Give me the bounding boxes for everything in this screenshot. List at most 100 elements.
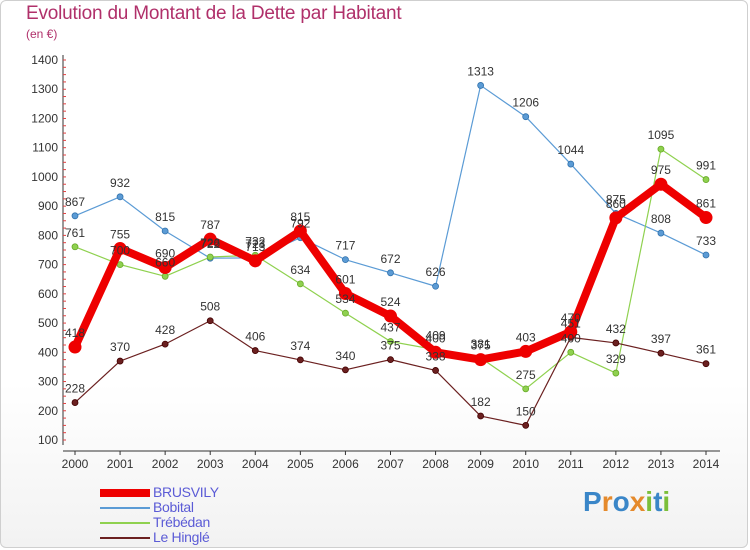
- y-tick-label: 1100: [32, 141, 58, 155]
- data-label-bobital: 792: [290, 217, 310, 231]
- data-label-brusvily: 400: [426, 331, 446, 345]
- legend-item: Trébédan: [100, 515, 340, 530]
- logo-letter: r: [601, 486, 613, 517]
- data-point-brusvily: [384, 309, 397, 323]
- data-label-le-hingl-: 508: [200, 300, 220, 314]
- legend-swatch: [100, 522, 150, 524]
- data-label-le-hingl-: 451: [561, 316, 581, 330]
- data-point-tr-b-dan: [657, 145, 665, 153]
- legend-label: BRUSVILY: [153, 484, 219, 500]
- data-point-brusvily: [609, 211, 623, 225]
- data-point-le-hingl-: [387, 356, 394, 364]
- data-label-tr-b-dan: 534: [335, 292, 355, 306]
- y-tick-label: 500: [38, 316, 58, 330]
- data-point-bobital: [657, 229, 665, 237]
- data-label-brusvily: 860: [606, 197, 626, 211]
- x-tick-label: 2013: [648, 457, 675, 471]
- data-label-bobital: 733: [696, 234, 716, 248]
- data-point-tr-b-dan: [342, 309, 349, 317]
- data-label-bobital: 722: [200, 237, 220, 251]
- data-point-tr-b-dan: [567, 348, 575, 356]
- y-tick-label: 200: [38, 404, 58, 418]
- data-point-brusvily: [338, 287, 352, 301]
- legend-label: Bobital: [153, 499, 194, 515]
- data-label-bobital: 808: [651, 212, 671, 226]
- data-point-tr-b-dan: [387, 338, 394, 345]
- data-label-brusvily: 375: [471, 339, 491, 353]
- x-tick-label: 2006: [332, 457, 359, 471]
- data-label-bobital: 932: [110, 176, 130, 190]
- data-label-brusvily: 403: [516, 330, 536, 344]
- data-point-brusvily: [203, 232, 217, 246]
- data-point-tr-b-dan: [71, 243, 79, 251]
- y-tick-label: 1200: [31, 111, 58, 125]
- data-label-brusvily: 787: [200, 218, 220, 232]
- data-point-le-hingl-: [296, 356, 304, 364]
- data-point-le-hingl-: [206, 317, 214, 325]
- data-label-bobital: 867: [65, 195, 85, 209]
- legend-swatch: [100, 507, 150, 509]
- data-label-le-hingl-: 150: [516, 404, 536, 418]
- data-label-tr-b-dan: 732: [245, 234, 265, 248]
- x-tick-label: 2001: [107, 457, 134, 471]
- data-label-bobital: 723: [245, 237, 265, 251]
- data-point-le-hingl-: [251, 347, 259, 354]
- data-label-bobital: 815: [155, 210, 175, 224]
- data-label-le-hingl-: 432: [606, 322, 626, 336]
- data-label-bobital: 1313: [467, 64, 494, 78]
- data-label-le-hingl-: 338: [426, 349, 446, 363]
- logo-letter: i: [662, 486, 671, 517]
- x-tick-label: 2008: [422, 457, 449, 471]
- data-point-tr-b-dan: [206, 253, 214, 261]
- data-label-tr-b-dan: 726: [200, 236, 220, 250]
- x-tick-label: 2003: [197, 457, 224, 471]
- data-label-tr-b-dan: 634: [290, 263, 310, 277]
- data-label-le-hingl-: 397: [651, 332, 671, 346]
- data-point-brusvily: [699, 211, 713, 225]
- data-point-bobital: [522, 113, 530, 121]
- data-point-brusvily: [474, 353, 488, 367]
- data-label-brusvily: 861: [696, 197, 716, 211]
- data-label-tr-b-dan: 700: [110, 244, 130, 258]
- legend-swatch: [100, 537, 150, 539]
- data-point-le-hingl-: [432, 367, 439, 374]
- data-label-le-hingl-: 361: [696, 343, 716, 357]
- data-point-bobital: [342, 256, 349, 264]
- data-point-le-hingl-: [612, 339, 620, 347]
- data-point-bobital: [477, 82, 485, 89]
- data-point-brusvily: [68, 340, 82, 354]
- logo-letter: P: [583, 486, 602, 517]
- data-point-tr-b-dan: [161, 272, 169, 280]
- data-label-tr-b-dan: 400: [561, 331, 581, 345]
- data-label-brusvily: 524: [380, 295, 400, 309]
- data-label-tr-b-dan: 437: [380, 320, 400, 334]
- data-label-brusvily: 815: [290, 210, 310, 224]
- data-point-le-hingl-: [116, 357, 124, 365]
- y-tick-label: 1000: [31, 170, 58, 184]
- data-label-tr-b-dan: 275: [516, 368, 536, 382]
- y-tick-label: 1300: [31, 82, 58, 96]
- x-tick-label: 2005: [287, 457, 314, 471]
- logo-letter: o: [612, 486, 630, 517]
- chart-subtitle: (en €): [26, 27, 58, 41]
- data-point-tr-b-dan: [702, 176, 710, 183]
- y-tick-label: 300: [38, 375, 58, 389]
- data-point-le-hingl-: [342, 366, 349, 374]
- data-label-le-hingl-: 428: [155, 323, 175, 337]
- data-point-tr-b-dan: [612, 369, 620, 377]
- data-label-tr-b-dan: 761: [65, 226, 85, 240]
- chart-legend: BRUSVILY Bobital Trébédan Le Hinglé: [100, 485, 340, 545]
- legend-label: Trébédan: [153, 514, 211, 530]
- data-label-brusvily: 755: [110, 228, 130, 242]
- data-label-brusvily: 601: [335, 273, 355, 287]
- data-label-le-hingl-: 228: [65, 382, 85, 396]
- y-tick-label: 700: [38, 258, 58, 272]
- data-point-brusvily: [654, 177, 668, 191]
- legend-item: Bobital: [100, 500, 340, 515]
- data-label-le-hingl-: 406: [245, 330, 265, 344]
- data-label-tr-b-dan: 1095: [648, 128, 675, 142]
- chart-title: Evolution du Montant de la Dette par Hab…: [26, 3, 402, 24]
- data-label-bobital: 1206: [512, 96, 539, 110]
- data-point-bobital: [71, 212, 79, 220]
